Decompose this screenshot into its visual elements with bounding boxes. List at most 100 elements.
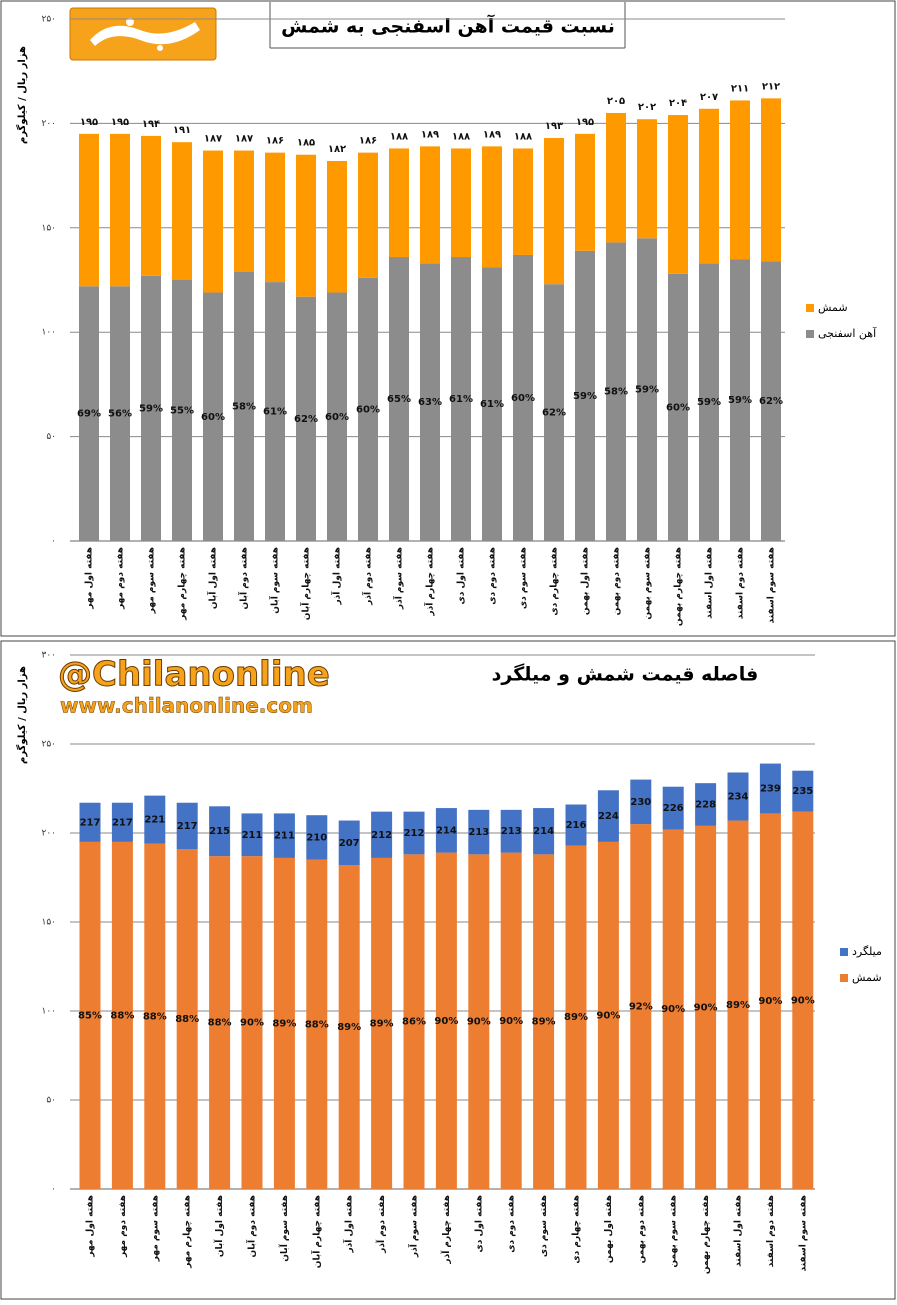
- legend-label: شمش: [852, 971, 882, 984]
- ratio-label: 59%: [697, 397, 721, 408]
- total-label: ۱۸۸: [514, 131, 532, 142]
- bar-segment: [172, 142, 192, 280]
- x-tick-label: هفته دوم اسفند: [736, 547, 746, 619]
- total-label: ۱۹۴: [142, 119, 160, 130]
- bar-segment: [730, 259, 750, 541]
- total-label: 212: [371, 830, 392, 841]
- ratio-label: 65%: [387, 394, 411, 405]
- total-label: 211: [242, 830, 263, 841]
- total-label: ۲۰۵: [607, 96, 625, 107]
- x-tick-label: هفته دوم اسفند: [766, 1195, 776, 1267]
- total-label: ۱۸۸: [390, 131, 408, 142]
- legend-swatch: [840, 974, 848, 982]
- legend-label: شمش: [818, 301, 848, 314]
- bar-segment: [172, 280, 192, 541]
- ratio-label: 90%: [791, 995, 815, 1006]
- x-tick-label: هفته اول دی: [457, 547, 467, 604]
- bar-segment: [141, 135, 161, 276]
- x-tick-label: هفته چهارم بهمن: [674, 547, 684, 626]
- bar-segment: [451, 257, 471, 541]
- total-label: ۲۱۱: [731, 83, 749, 94]
- ratio-label: 69%: [77, 409, 101, 420]
- bar-segment: [79, 841, 101, 1189]
- ratio-label: 88%: [305, 1019, 329, 1030]
- bar-segment: [209, 856, 231, 1189]
- x-tick-label: هفته سوم اسفند: [767, 547, 777, 624]
- ratio-label: 58%: [232, 401, 256, 412]
- y-tick-label: ۱۰۰: [41, 328, 56, 338]
- ratio-label: 59%: [139, 403, 163, 414]
- total-label: ۱۹۱: [173, 125, 191, 136]
- ratio-label: 60%: [201, 412, 225, 423]
- bar-segment: [597, 790, 619, 842]
- total-label: 211: [274, 831, 295, 842]
- ratio-label: 60%: [666, 402, 690, 413]
- total-label: 217: [177, 821, 198, 832]
- ratio-label: 89%: [272, 1018, 296, 1029]
- ratio-label: 90%: [499, 1016, 523, 1027]
- watermark-url: www.chilanonline.com: [60, 694, 313, 718]
- total-label: ۱۸۷: [204, 134, 222, 145]
- bar-segment: [575, 250, 595, 541]
- bar-segment: [296, 296, 316, 541]
- total-label: ۱۸۹: [483, 129, 501, 140]
- total-label: 216: [566, 820, 587, 831]
- x-tick-label: هفته دوم آبان: [238, 547, 250, 609]
- ratio-label: 89%: [564, 1012, 588, 1023]
- x-tick-label: هفته سوم مهر: [147, 547, 157, 614]
- legend-label: میلگرد: [852, 945, 882, 958]
- bar-segment: [759, 763, 781, 814]
- x-tick-label: هفته چهارم بهمن: [701, 1195, 711, 1274]
- bar-segment: [203, 150, 223, 293]
- bar-segment: [792, 811, 814, 1189]
- x-tick-label: هفته دوم آبان: [246, 1195, 258, 1257]
- x-tick-label: هفته اول آبان: [207, 547, 219, 609]
- ratio-label: 90%: [434, 1016, 458, 1027]
- bar-segment: [761, 261, 781, 541]
- x-tick-label: هفته چهارم آبان: [310, 1195, 322, 1268]
- bar-segment: [699, 108, 719, 264]
- bar-segment: [79, 802, 101, 842]
- bar-segment: [403, 854, 425, 1189]
- bar-segment: [544, 284, 564, 541]
- y-tick-label: ۳۰۰: [41, 651, 56, 661]
- ratio-label: 58%: [604, 387, 628, 398]
- bar-segment: [451, 148, 471, 258]
- x-tick-label: هفته سوم آذر: [408, 1195, 420, 1258]
- chart-title: فاصله قیمت شمش و میلگرد: [492, 663, 759, 686]
- total-label: ۱۸۹: [421, 129, 439, 140]
- bar-segment: [637, 238, 657, 542]
- y-axis-label: هزار ریال / کیلوگرم: [15, 666, 28, 764]
- ratio-label: 88%: [208, 1018, 232, 1029]
- x-tick-label: هفته سوم اسفند: [798, 1195, 808, 1272]
- ratio-label: 92%: [629, 1002, 653, 1013]
- total-label: 230: [630, 797, 651, 808]
- x-tick-label: هفته اول بهمن: [604, 1195, 614, 1263]
- bar-segment: [420, 263, 440, 541]
- bar-segment: [630, 824, 652, 1189]
- x-tick-label: هفته چهارم آبان: [300, 547, 312, 620]
- ratio-label: 56%: [108, 409, 132, 420]
- y-tick-label: ۲۵۰: [41, 740, 56, 750]
- bar-segment: [500, 852, 522, 1189]
- y-tick-label: ۲۰۰: [41, 119, 56, 129]
- ratio-label: 89%: [370, 1018, 394, 1029]
- x-tick-label: هفته دوم بهمن: [612, 547, 622, 615]
- ratio-label: 62%: [542, 408, 566, 419]
- ratio-label: 61%: [480, 399, 504, 410]
- bar-segment: [606, 112, 626, 243]
- ratio-label: 90%: [240, 1018, 264, 1029]
- y-tick-label: ۱۵۰: [41, 918, 56, 928]
- bar-segment: [273, 813, 295, 858]
- total-label: ۱۸۵: [297, 138, 315, 149]
- ratio-label: 85%: [78, 1010, 102, 1021]
- ratio-label: 55%: [170, 406, 194, 417]
- total-label: 212: [404, 828, 425, 839]
- ratio-label: 90%: [694, 1002, 718, 1013]
- ratio-label: 88%: [110, 1010, 134, 1021]
- x-tick-label: هفته چهارم مهر: [178, 547, 188, 621]
- total-label: ۲۰۲: [638, 102, 656, 113]
- bar-segment: [403, 811, 425, 855]
- y-tick-label: ۱۵۰: [41, 223, 56, 233]
